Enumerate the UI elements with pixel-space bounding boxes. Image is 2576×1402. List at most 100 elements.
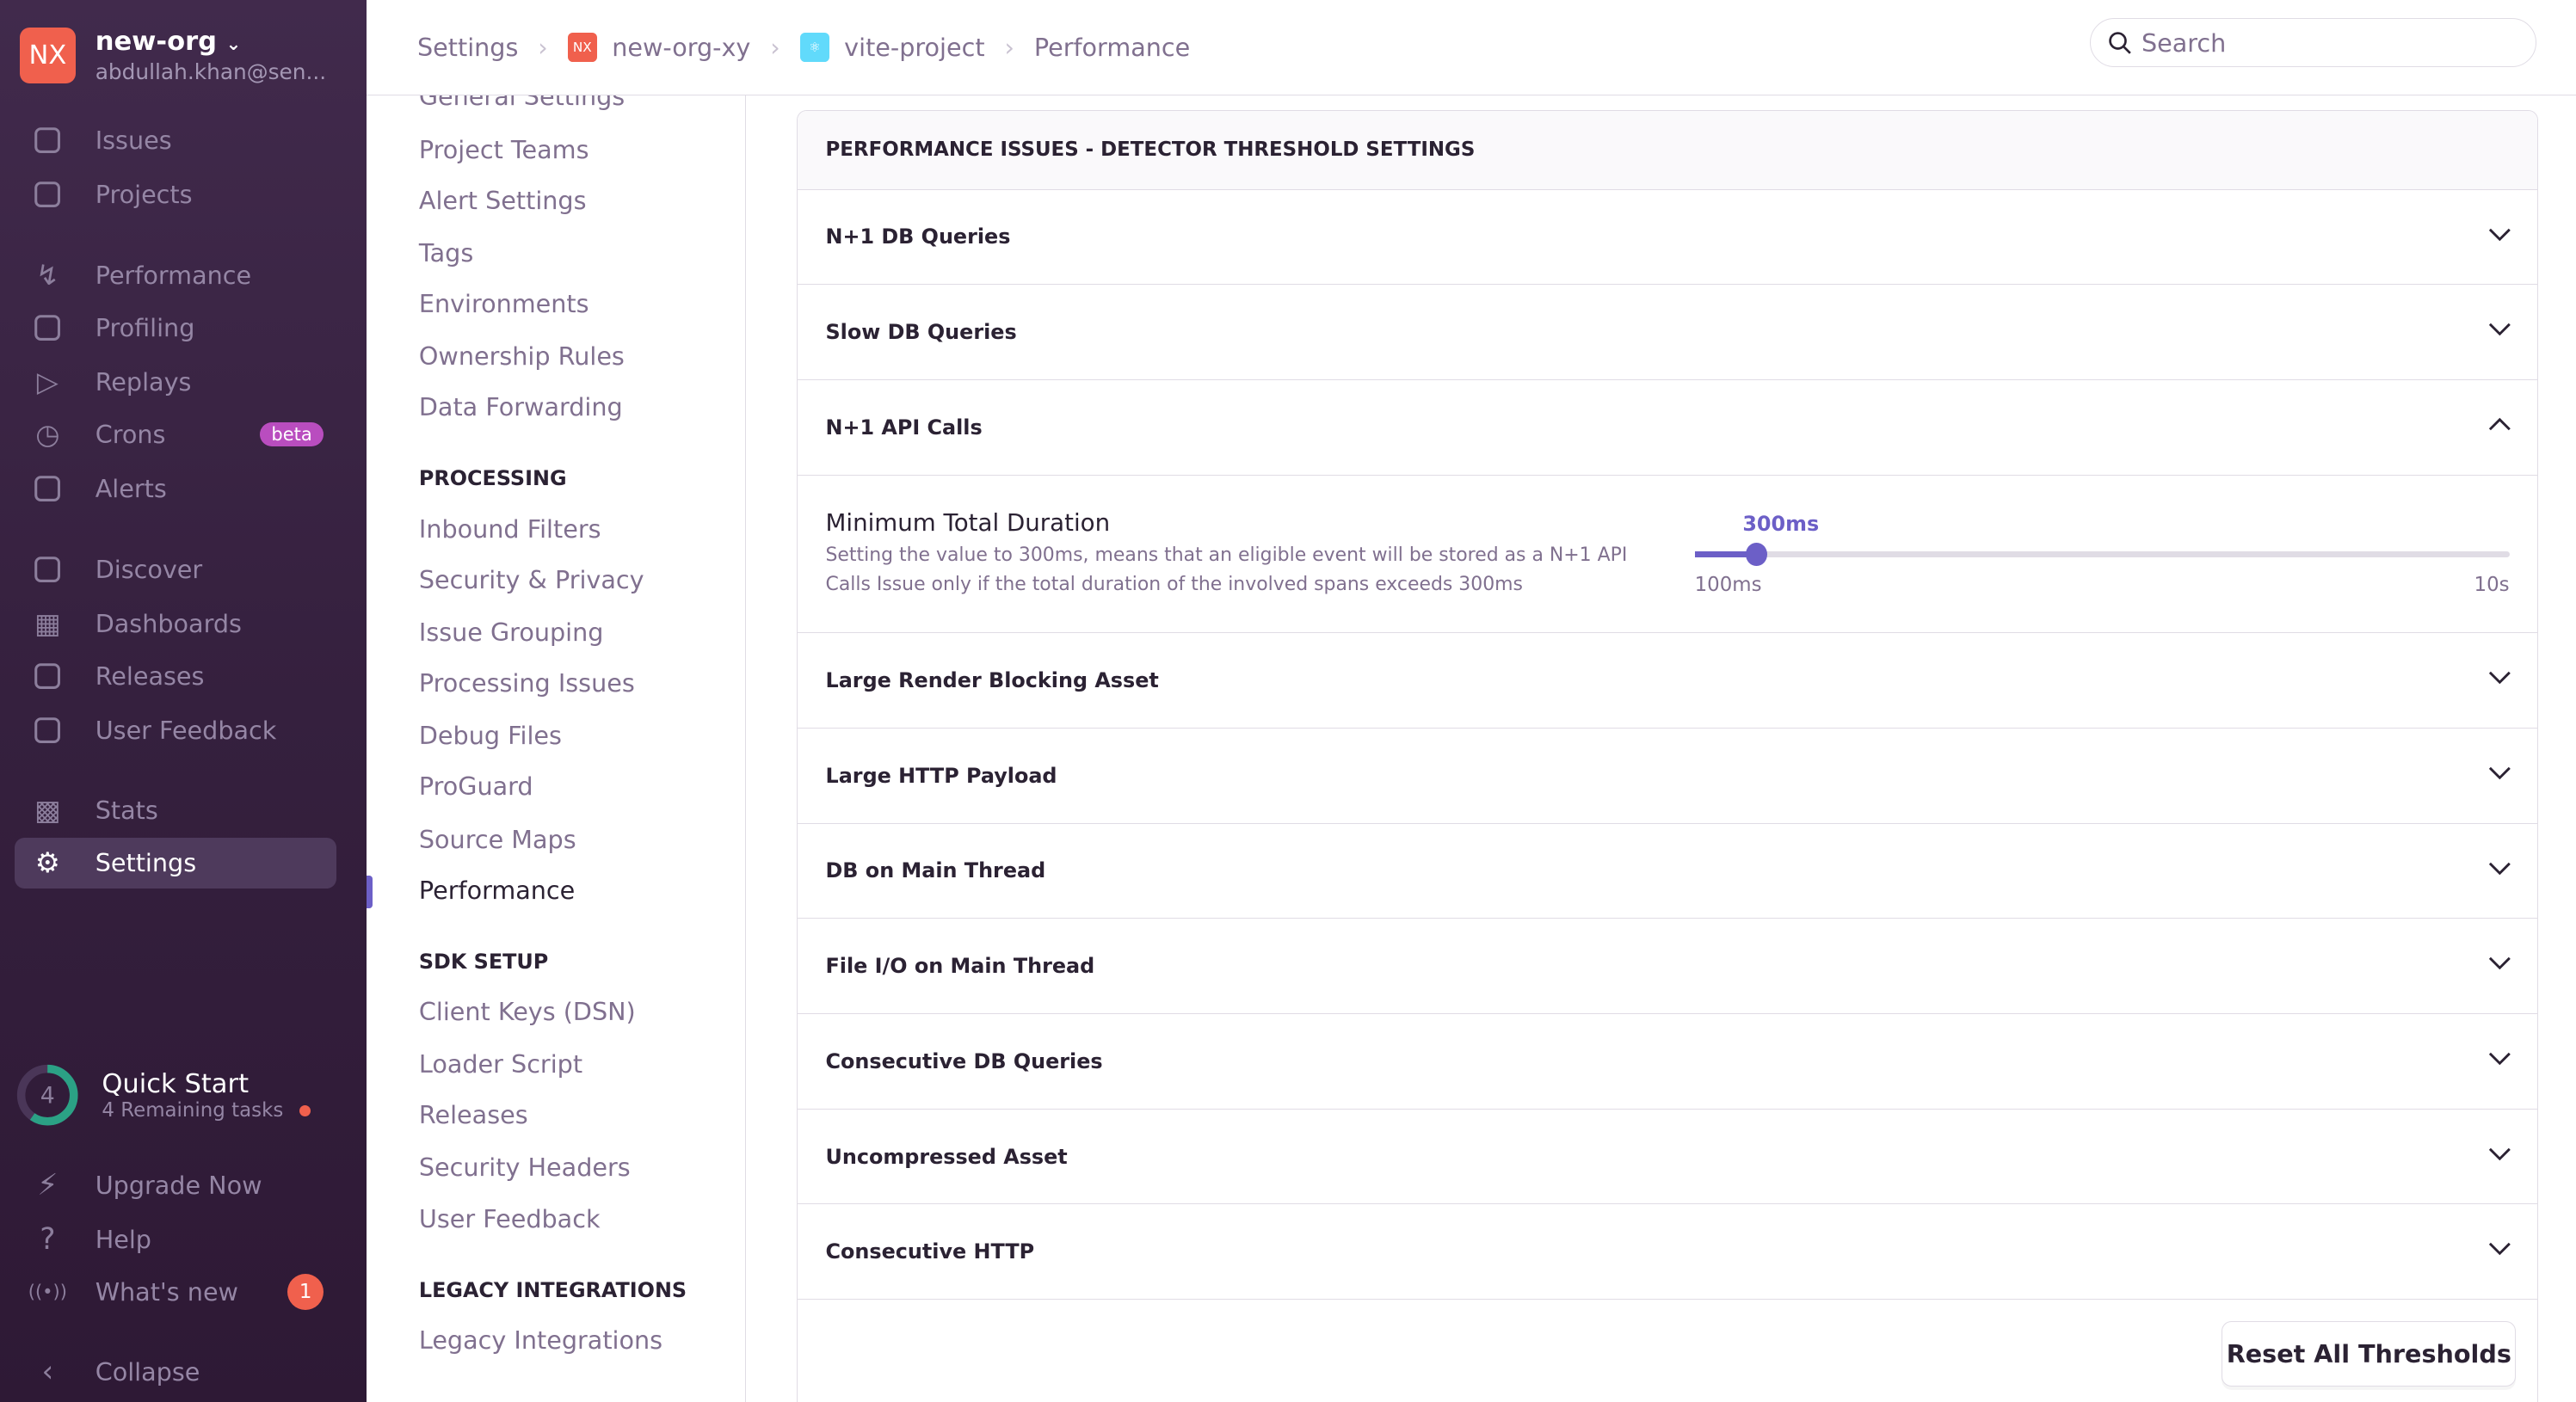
sidebar-item-collapse[interactable]: ‹ Collapse bbox=[15, 1347, 336, 1398]
sidebar-item-stats[interactable]: ▩ Stats bbox=[15, 785, 336, 836]
slider-fill bbox=[1694, 550, 1756, 558]
subnav-item-client-keys-dsn[interactable]: Client Keys (DSN) bbox=[418, 996, 636, 1026]
chevron-down-icon[interactable] bbox=[2488, 1050, 2511, 1067]
detector-row-uncompressed-asset[interactable]: Uncompressed Asset bbox=[798, 1110, 2537, 1205]
subnav-item-inbound-filters[interactable]: Inbound Filters bbox=[418, 513, 601, 544]
subnav-item-tags[interactable]: Tags bbox=[418, 237, 474, 267]
quick-start[interactable]: 4 Quick Start 4 Remaining tasks bbox=[15, 1062, 311, 1128]
detector-name: DB on Main Thread bbox=[825, 858, 1046, 883]
duration-slider[interactable]: 300ms 100ms 10s bbox=[1694, 508, 2510, 607]
breadcrumb: Settings › NX new-org-xy › ⚛ vite-project › P… bbox=[416, 32, 1191, 63]
sidebar-item-user-feedback[interactable]: User Feedback bbox=[15, 704, 336, 755]
detector-name: N+1 DB Queries bbox=[825, 224, 1011, 249]
detector-row-consecutive-db-queries[interactable]: Consecutive DB Queries bbox=[798, 1014, 2537, 1110]
user-email: abdullah.khan@sen... bbox=[95, 59, 327, 85]
react-icon: ⚛ bbox=[799, 32, 829, 63]
slider-track[interactable] bbox=[1694, 550, 2510, 558]
chevron-right-icon: › bbox=[770, 32, 780, 62]
sidebar-item-label: Settings bbox=[95, 848, 197, 878]
subnav-item-security-privacy[interactable]: Security & Privacy bbox=[418, 564, 644, 594]
chevron-down-icon[interactable] bbox=[2488, 1146, 2511, 1162]
sidebar-item-releases[interactable]: Releases bbox=[15, 650, 336, 701]
settings-subnav: General Settings Project Teams Alert Setti… bbox=[366, 95, 746, 1402]
sidebar-item-upgrade-now[interactable]: ⚡ Upgrade Now bbox=[15, 1159, 336, 1210]
org-switcher[interactable]: NX new-org ⌄ abdullah.khan@sen... bbox=[19, 26, 327, 85]
reset-all-thresholds-button[interactable]: Reset All Thresholds bbox=[2222, 1321, 2517, 1387]
detector-row-db-on-main-thread[interactable]: DB on Main Thread bbox=[798, 824, 2537, 919]
detector-name: Slow DB Queries bbox=[825, 320, 1017, 345]
chevron-down-icon[interactable] bbox=[2488, 226, 2511, 243]
sidebar-item-dashboards[interactable]: ▦ Dashboards bbox=[15, 598, 336, 649]
chevron-right-icon: › bbox=[1004, 32, 1014, 62]
subnav-item-ownership-rules[interactable]: Ownership Rules bbox=[418, 341, 625, 372]
subnav-item-user-feedback[interactable]: User Feedback bbox=[418, 1203, 601, 1233]
sidebar-item-label: Releases bbox=[95, 661, 205, 691]
breadcrumb-project[interactable]: vite-project bbox=[844, 32, 985, 62]
subnav-item-legacy-integrations[interactable]: Legacy Integrations bbox=[418, 1325, 663, 1355]
sidebar-item-issues[interactable]: Issues bbox=[15, 115, 336, 166]
detector-row-consecutive-http[interactable]: Consecutive HTTP bbox=[798, 1204, 2537, 1301]
detector-name: N+1 API Calls bbox=[825, 415, 983, 440]
upgrade-icon: ⚡ bbox=[37, 1167, 59, 1202]
search-input[interactable]: Search bbox=[2089, 18, 2537, 68]
chevron-down-icon[interactable] bbox=[2488, 669, 2511, 686]
subnav-item-general-settings[interactable]: General Settings bbox=[418, 95, 626, 112]
subnav-item-processing-issues[interactable]: Processing Issues bbox=[418, 668, 635, 698]
sidebar-item-profiling[interactable]: Profiling bbox=[15, 302, 336, 353]
subnav-item-project-teams[interactable]: Project Teams bbox=[418, 134, 589, 164]
top-bar: Settings › NX new-org-xy › ⚛ vite-project › P… bbox=[366, 0, 2576, 95]
subnav-item-source-maps[interactable]: Source Maps bbox=[418, 824, 576, 854]
detector-name: Large HTTP Payload bbox=[825, 763, 1057, 788]
chevron-down-icon[interactable] bbox=[2488, 1240, 2511, 1257]
sidebar-item-replays[interactable]: ▷ Replays bbox=[15, 356, 336, 407]
sidebar-item-crons[interactable]: ◷ Crons beta bbox=[15, 409, 336, 459]
subnav-item-security-headers[interactable]: Security Headers bbox=[418, 1153, 631, 1183]
subnav-item-releases[interactable]: Releases bbox=[418, 1100, 528, 1130]
detector-row-n-1-api-calls[interactable]: N+1 API Calls bbox=[798, 380, 2537, 476]
slider-value: 300ms bbox=[1742, 511, 1820, 536]
slider-thumb[interactable] bbox=[1746, 543, 1767, 566]
subnav-item-debug-files[interactable]: Debug Files bbox=[418, 721, 562, 751]
detector-row-large-render-blocking-asset[interactable]: Large Render Blocking Asset bbox=[798, 633, 2537, 729]
sidebar-item-alerts[interactable]: Alerts bbox=[15, 463, 336, 513]
org-name: new-org bbox=[95, 26, 217, 57]
sidebar-item-performance[interactable]: ↯ Performance bbox=[15, 249, 336, 300]
chevron-down-icon[interactable] bbox=[2488, 765, 2511, 781]
sidebar-item-settings[interactable]: ⚙ Settings bbox=[15, 837, 337, 889]
subnav-item-proguard[interactable]: ProGuard bbox=[418, 772, 533, 802]
sidebar-item-help[interactable]: ? Help bbox=[15, 1214, 336, 1264]
sidebar-item-label: Alerts bbox=[95, 474, 167, 504]
slider-min-label: 100ms bbox=[1694, 574, 1762, 597]
sidebar-item-discover[interactable]: Discover bbox=[15, 544, 336, 594]
chevron-down-icon[interactable] bbox=[2488, 860, 2511, 876]
setting-title: Minimum Total Duration bbox=[825, 507, 1111, 537]
chevron-down-icon[interactable] bbox=[2488, 955, 2511, 971]
sidebar-item-label: Upgrade Now bbox=[95, 1170, 262, 1200]
chevron-down-icon[interactable] bbox=[2488, 321, 2511, 337]
subnav-item-alert-settings[interactable]: Alert Settings bbox=[418, 185, 587, 215]
breadcrumb-org[interactable]: new-org-xy bbox=[612, 32, 751, 62]
dashboard-icon: ▦ bbox=[34, 606, 61, 640]
subnav-item-issue-grouping[interactable]: Issue Grouping bbox=[418, 617, 604, 647]
subnav-heading-legacy-integrations: LEGACY INTEGRATIONS bbox=[418, 1277, 687, 1302]
breadcrumb-settings[interactable]: Settings bbox=[416, 32, 519, 62]
subnav-item-data-forwarding[interactable]: Data Forwarding bbox=[418, 392, 623, 422]
detector-row-n-1-db-queries[interactable]: N+1 DB Queries bbox=[798, 190, 2537, 286]
sidebar-item-what-s-new[interactable]: ((•)) What's new 1 bbox=[15, 1266, 336, 1317]
chevron-down-icon: ⌄ bbox=[225, 33, 242, 54]
subnav-item-performance[interactable]: Performance bbox=[418, 875, 576, 905]
detector-threshold-panel: PERFORMANCE ISSUES - DETECTOR THRESHOLD … bbox=[797, 109, 2538, 1402]
chevron-up-icon[interactable] bbox=[2488, 416, 2511, 433]
detector-row-slow-db-queries[interactable]: Slow DB Queries bbox=[798, 285, 2537, 381]
sidebar-item-projects[interactable]: Projects bbox=[15, 169, 336, 220]
subnav-item-environments[interactable]: Environments bbox=[418, 289, 589, 319]
chevron-right-icon: › bbox=[538, 32, 548, 62]
setting-description-line-1: Setting the value to 300ms, means that a… bbox=[825, 544, 1628, 566]
detector-row-file-i-o-on-main-thread[interactable]: File I/O on Main Thread bbox=[798, 919, 2537, 1014]
subnav-item-loader-script[interactable]: Loader Script bbox=[418, 1049, 583, 1079]
chevron-left-icon: ‹ bbox=[41, 1355, 54, 1390]
detector-row-large-http-payload[interactable]: Large HTTP Payload bbox=[798, 729, 2537, 824]
play-icon: ▷ bbox=[36, 365, 59, 398]
notification-dot bbox=[299, 1104, 311, 1117]
breadcrumb-current: Performance bbox=[1033, 32, 1191, 62]
